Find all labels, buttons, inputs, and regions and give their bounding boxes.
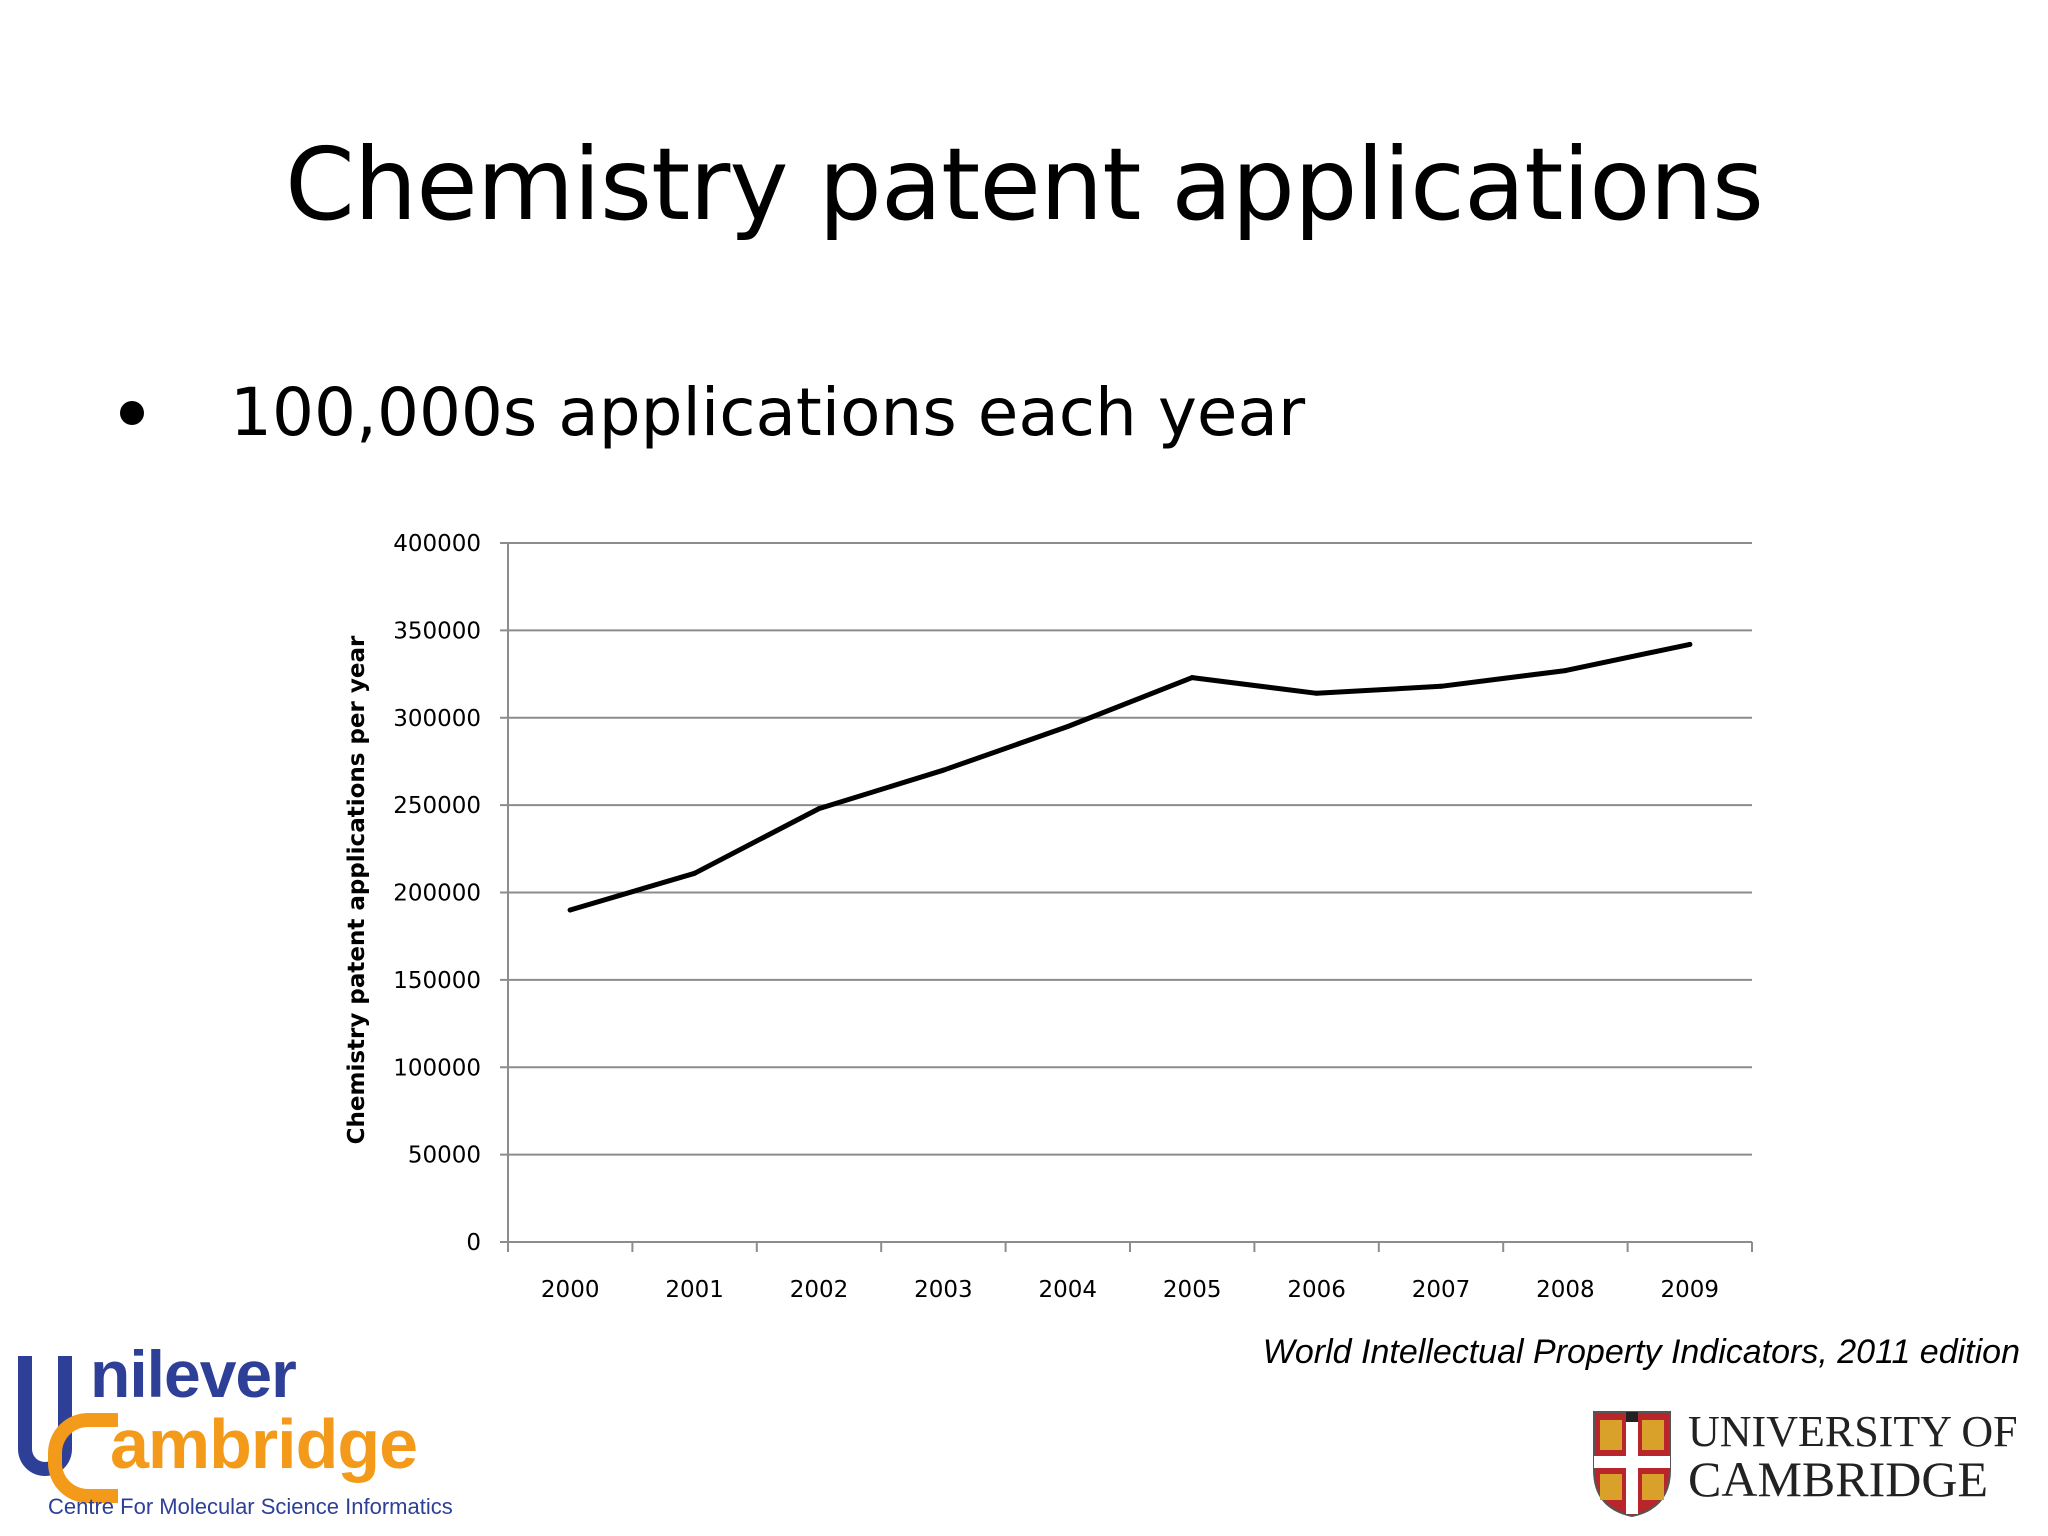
cambridge-line1: UNIVERSITY OF xyxy=(1688,1407,2018,1456)
y-tick-label: 0 xyxy=(466,1230,481,1256)
data-point xyxy=(692,870,698,876)
slide-title: Chemistry patent applications xyxy=(285,126,1764,243)
bullet-text: 100,000s applications each year xyxy=(230,374,1306,451)
x-tick-label: 2002 xyxy=(790,1277,849,1303)
x-tick-label: 2007 xyxy=(1412,1277,1471,1303)
data-point xyxy=(940,767,946,773)
logo-tagline: Centre For Molecular Science Informatics xyxy=(48,1494,453,1519)
y-tick-label: 150000 xyxy=(393,968,481,994)
axes xyxy=(500,542,1753,1252)
y-tick-label: 400000 xyxy=(393,531,481,557)
data-point xyxy=(816,806,822,812)
series-line xyxy=(567,641,1693,913)
y-axis-label: Chemistry patent applications per year xyxy=(344,635,370,1144)
unilever-cambridge-logo: nilever ambridge Centre For Molecular Sc… xyxy=(18,1337,458,1528)
cambridge-wordmark: UNIVERSITY OF CAMBRIDGE xyxy=(1688,1407,2018,1507)
y-tick-label: 200000 xyxy=(393,881,481,907)
bullet-item: 100,000s applications each year xyxy=(120,380,1305,446)
data-point xyxy=(1065,723,1071,729)
data-point xyxy=(1562,668,1568,674)
series-group xyxy=(567,641,1693,913)
source-citation: World Intellectual Property Indicators, … xyxy=(1262,1333,2020,1371)
data-point xyxy=(1687,641,1693,647)
university-of-cambridge-logo: UNIVERSITY OF CAMBRIDGE xyxy=(1592,1410,2032,1530)
x-tick-label: 2005 xyxy=(1163,1277,1222,1303)
bullet-icon xyxy=(120,401,144,425)
logo-word-ambridge: ambridge xyxy=(110,1405,418,1483)
y-tick-label: 350000 xyxy=(393,618,481,644)
logo-c-shape xyxy=(48,1413,118,1503)
x-tick-label: 2001 xyxy=(665,1277,724,1303)
x-tick-labels: 2000 2001 2002 2003 2004 2005 2006 2007 2008 2009 xyxy=(541,1277,1719,1303)
y-tick-labels: 0 50000 100000 150000 200000 250000 300000 3500… xyxy=(393,531,481,1256)
data-point xyxy=(1438,683,1444,689)
x-tick-label: 2003 xyxy=(914,1277,973,1303)
cambridge-crest-icon xyxy=(1593,1411,1671,1518)
data-point xyxy=(1314,690,1320,696)
y-tick-label: 100000 xyxy=(393,1055,481,1081)
x-tick-label: 2000 xyxy=(541,1277,600,1303)
x-tick-label: 2008 xyxy=(1536,1277,1595,1303)
y-tick-label: 50000 xyxy=(408,1143,481,1169)
gridlines xyxy=(508,542,1752,1156)
y-tick-label: 250000 xyxy=(393,793,481,819)
x-tick-label: 2004 xyxy=(1039,1277,1098,1303)
logo-word-nilever: nilever xyxy=(90,1337,297,1411)
x-tick-label: 2009 xyxy=(1661,1277,1720,1303)
line-chart: 0 50000 100000 150000 200000 250000 300000 3500… xyxy=(344,531,1753,1303)
data-point xyxy=(567,907,573,913)
cambridge-line2: CAMBRIDGE xyxy=(1688,1451,1989,1507)
x-tick-label: 2006 xyxy=(1287,1277,1346,1303)
y-tick-label: 300000 xyxy=(393,706,481,732)
data-point xyxy=(1189,675,1195,681)
